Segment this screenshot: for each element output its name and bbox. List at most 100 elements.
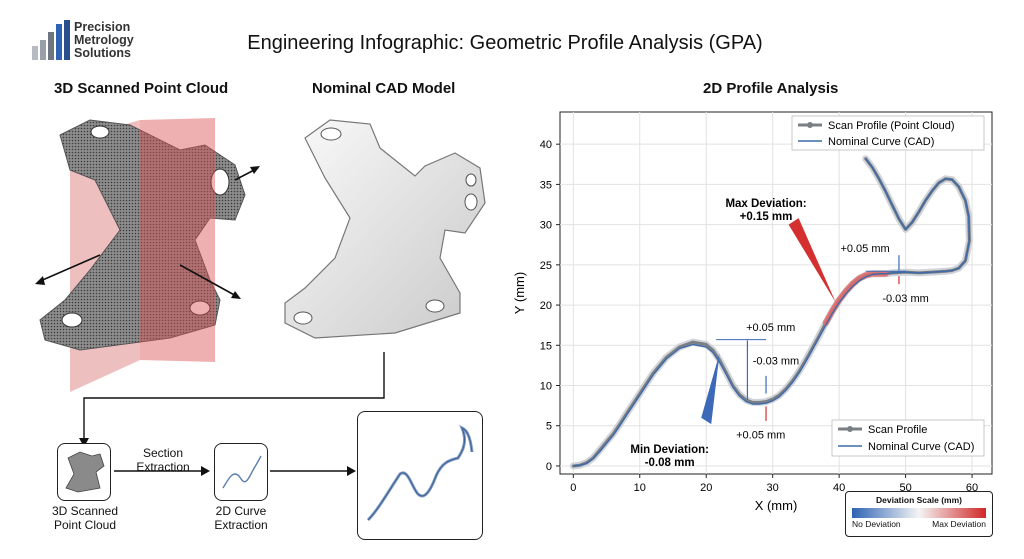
section-extraction-label: Section Extraction <box>118 446 208 474</box>
boss-hole-icon <box>465 173 477 187</box>
mini-curve-path <box>222 455 262 489</box>
step-curve-label: 2D Curve Extraction <box>196 504 286 532</box>
x-tick-label: 40 <box>833 482 845 494</box>
point-cloud-body <box>39 119 246 351</box>
mount-hole-icon <box>90 125 110 139</box>
min-deviation-label: Min Deviation: <box>630 444 709 456</box>
y-tick-label: 10 <box>540 381 552 393</box>
mount-hole-icon <box>293 311 313 325</box>
extracted-curve-preview <box>357 411 483 540</box>
connector-line <box>83 352 385 440</box>
boss-hole-icon <box>210 168 230 196</box>
legend-top-box <box>791 115 985 151</box>
max-deviation-arrow <box>788 218 836 303</box>
plot-frame <box>559 111 993 475</box>
logo-line: Precision <box>74 20 131 34</box>
y-tick-label: 35 <box>540 179 552 191</box>
x-tick-label: 10 <box>634 482 646 494</box>
legend-top-label: Nominal Curve (CAD) <box>828 136 934 148</box>
y-tick-label: 40 <box>540 139 552 151</box>
y-tick-label: 15 <box>540 340 552 352</box>
y-tick-label: 30 <box>540 220 552 232</box>
logo-bar <box>40 40 46 60</box>
arrowhead-icon <box>79 438 89 447</box>
tolerance-label: +0.05 mm <box>736 430 785 442</box>
arrowhead-icon <box>231 291 241 299</box>
cad-body <box>284 119 486 339</box>
legend-bottom-label: Nominal Curve (CAD) <box>868 441 974 453</box>
arrowhead-icon <box>35 276 45 285</box>
y-tick-label: 0 <box>546 461 552 473</box>
nominal-curve-line <box>573 158 971 467</box>
step-label-line: 2D Curve <box>215 504 267 518</box>
mount-hole-icon <box>425 299 445 313</box>
boss-hole-icon <box>464 193 478 211</box>
logo-bar <box>64 20 70 60</box>
logo-line: Solutions <box>74 46 131 60</box>
logo-bar <box>48 32 54 60</box>
step-point-cloud-label: 3D Scanned Point Cloud <box>40 504 130 532</box>
step-curve-extraction <box>214 443 268 501</box>
arrowhead-icon <box>250 166 260 174</box>
tolerance-label: +0.05 mm <box>746 322 795 334</box>
preview-curve-icon <box>366 424 474 522</box>
min-deviation-arrow <box>701 353 720 425</box>
mount-hole-icon <box>61 312 83 328</box>
legend-bottom-label: Scan Profile <box>868 424 927 436</box>
mini-curve-icon <box>222 455 262 489</box>
x-tick-label: 0 <box>570 482 576 494</box>
deviation-scale-title: Deviation Scale (mm) <box>876 495 962 505</box>
cad-model-illustration <box>284 119 486 339</box>
preview-curve-path <box>367 426 473 521</box>
preview-curve-path <box>366 424 474 522</box>
legend-bottom-box <box>831 419 985 457</box>
cad-panel-title: Nominal CAD Model <box>312 80 456 97</box>
analysis-panel-title: 2D Profile Analysis <box>703 80 839 97</box>
arrow-label-line: Extraction <box>136 460 190 474</box>
logo-bar <box>56 24 62 60</box>
logo-wordmark: Precision Metrology Solutions <box>74 21 134 60</box>
scale-low-label: No Deviation <box>852 519 901 529</box>
step-point-cloud <box>57 443 111 501</box>
workflow-connector <box>79 352 385 447</box>
plane-normal-arrow <box>37 254 101 283</box>
y-tick-label: 20 <box>540 300 552 312</box>
max-deviation-label: Max Deviation: <box>725 198 806 210</box>
logo-bar <box>32 46 38 60</box>
deviation-scale: Deviation Scale (mm) No Deviation Max De… <box>845 491 993 537</box>
legend-marker-scan <box>847 426 853 432</box>
y-axis-label: Y (mm) <box>512 272 527 314</box>
mount-hole-icon <box>189 300 211 316</box>
tolerance-label: -0.03 mm <box>753 356 799 368</box>
logo-line: Metrology <box>74 33 134 47</box>
max-deviation-value: +0.15 mm <box>740 211 793 223</box>
page-title: Engineering Infographic: Geometric Profi… <box>247 32 763 54</box>
tolerance-label: +0.05 mm <box>840 243 889 255</box>
company-logo <box>32 20 70 60</box>
y-tick-label: 25 <box>540 260 552 272</box>
plane-normal-arrow <box>179 264 239 298</box>
deviation-colorbar <box>852 508 986 518</box>
scan-panel-title: 3D Scanned Point Cloud <box>54 80 229 97</box>
min-deviation-value: -0.08 mm <box>645 457 695 469</box>
arrowhead-icon <box>201 466 210 476</box>
mini-part-icon <box>65 451 105 493</box>
mount-hole-icon <box>320 127 342 141</box>
step-label-line: Extraction <box>214 518 268 532</box>
x-tick-label: 30 <box>767 482 779 494</box>
x-axis-label: X (mm) <box>755 498 798 513</box>
y-tick-label: 5 <box>546 421 552 433</box>
scale-high-label: Max Deviation <box>932 519 986 529</box>
arrowhead-icon <box>347 466 356 476</box>
legend-top-label: Scan Profile (Point Cloud) <box>828 120 955 132</box>
x-tick-label: 20 <box>700 482 712 494</box>
step-label-line: Point Cloud <box>53 518 117 532</box>
step-label-line: 3D Scanned <box>51 504 119 518</box>
arrow-label-line: Section <box>142 446 184 460</box>
scanned-part-illustration <box>35 118 260 392</box>
extraction-arrow <box>114 466 210 476</box>
to-result-arrow <box>270 466 356 476</box>
legend-marker-scan <box>807 122 813 128</box>
section-plane-front <box>140 118 215 362</box>
